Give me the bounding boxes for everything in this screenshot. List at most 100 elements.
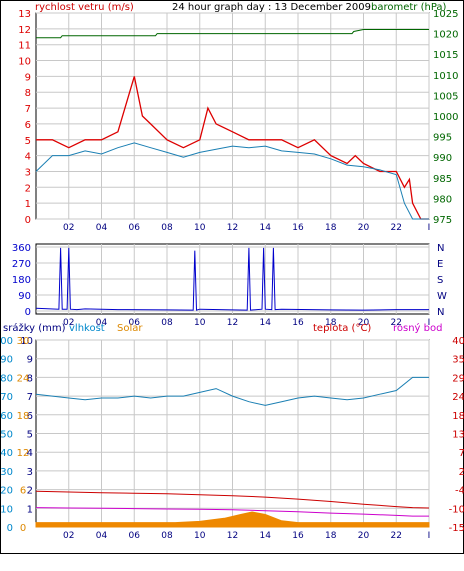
x-tick-label: 14 [260, 318, 272, 328]
y-tick-label: 0 [25, 215, 31, 226]
direction-label: W [437, 291, 447, 302]
y-tick-label: 18 [17, 411, 30, 422]
y-tick-label: 985 [433, 174, 452, 185]
y-tick-label: 2 [459, 467, 464, 478]
y-tick-label: 100 [1, 336, 13, 347]
x-tick-label: 16 [292, 318, 304, 328]
y-tick-label: 1015 [433, 50, 458, 61]
direction-label: S [437, 275, 443, 286]
y-tick-label: 9 [25, 72, 31, 83]
y-tick-label: 12 [17, 448, 30, 459]
y-tick-label: 13 [452, 430, 464, 441]
x-tick-label: 06 [129, 318, 141, 328]
x-tick-label: 22 [391, 223, 402, 233]
y-tick-label: 6 [20, 486, 26, 497]
y-tick-label: 7 [25, 104, 31, 115]
y-tick-label: 2 [25, 183, 31, 194]
y-tick-label: 1 [25, 199, 31, 210]
y-tick-label: 9 [27, 355, 33, 366]
y-tick-label: -10 [449, 504, 464, 515]
y-tick-label: 60 [1, 411, 13, 422]
y-tick-label: 995 [433, 133, 452, 144]
y-tick-label: 30 [17, 336, 30, 347]
wind-axis-title: rychlost vetru (m/s) [35, 2, 134, 13]
dewpoint-axis-title: rosný bod [393, 322, 442, 334]
series-vlhkost [35, 376, 429, 406]
y-tick-label: 7 [459, 448, 464, 459]
x-tick-label: 20 [358, 223, 370, 233]
series-rosný bod [35, 507, 429, 517]
y-tick-label: 3 [27, 467, 33, 478]
y-tick-label: 50 [1, 430, 13, 441]
x-tick-label: 02 [63, 318, 74, 328]
y-tick-label: 980 [433, 194, 452, 205]
x-tick-label: 08 [161, 531, 173, 541]
pressure-axis-title: barometr (hPa) [371, 2, 447, 13]
y-tick-label: 1025 [433, 9, 458, 20]
series-teplota [35, 490, 430, 509]
y-tick-label: 24 [17, 373, 30, 384]
x-tick-label: 16 [292, 531, 304, 541]
y-tick-label: 4 [27, 448, 33, 459]
x-tick-label: 02 [63, 531, 74, 541]
y-tick-label: 1010 [433, 71, 458, 82]
x-tick-label: 20 [358, 531, 370, 541]
x-tick-label: 20 [358, 318, 370, 328]
y-tick-label: 2 [27, 486, 33, 497]
direction-label: N [437, 243, 444, 254]
y-tick-label: 6 [25, 120, 31, 131]
y-tick-label: 20 [1, 486, 13, 497]
y-tick-label: 80 [1, 373, 13, 384]
x-tick-label: 08 [161, 318, 173, 328]
y-tick-label: 11 [18, 41, 31, 52]
x-tick-label: 12 [227, 318, 238, 328]
y-tick-label: 10 [18, 57, 31, 68]
y-tick-label: 3 [25, 167, 31, 178]
y-tick-label: 360 [12, 243, 31, 254]
y-tick-label: 10 [20, 336, 33, 347]
x-tick-label: I [428, 531, 431, 541]
y-tick-label: 0 [20, 523, 26, 534]
y-tick-label: 0 [7, 523, 13, 534]
x-tick-label: 06 [129, 223, 141, 233]
x-tick-label: 10 [194, 223, 206, 233]
x-tick-label: 12 [227, 223, 238, 233]
y-tick-label: 0 [25, 307, 31, 318]
x-tick-label: I [428, 223, 431, 233]
x-tick-label: 04 [96, 223, 108, 233]
y-tick-label: 180 [12, 275, 31, 286]
x-tick-label: 14 [260, 223, 272, 233]
y-tick-label: 30 [1, 467, 13, 478]
series-average [35, 142, 429, 220]
x-tick-label: I [428, 318, 431, 328]
y-tick-label: 70 [1, 392, 13, 403]
x-tick-label: 22 [391, 531, 402, 541]
y-tick-label: 40 [452, 336, 464, 347]
y-tick-label: 40 [1, 448, 13, 459]
y-tick-label: 270 [12, 259, 31, 270]
y-tick-label: 24 [452, 392, 464, 403]
direction-label: N [437, 307, 444, 318]
series-gust [36, 76, 429, 220]
y-tick-label: 975 [433, 215, 452, 226]
graph-title: 24 hour graph day : 13 December 2009 [172, 2, 371, 13]
y-tick-label: 8 [27, 373, 33, 384]
x-tick-label: 08 [161, 223, 173, 233]
y-tick-label: -4 [455, 486, 464, 497]
y-tick-label: 5 [27, 430, 33, 441]
precip-axis-title: srážky (mm) [3, 322, 66, 334]
x-tick-label: 18 [325, 318, 337, 328]
y-tick-label: 4 [25, 152, 31, 163]
chart-frame: 02 04 06 08 10 12 14 16 18 20 22 I 0 1 2 3 4 5 6 7 8 9 10 11 12 1… [0, 0, 464, 554]
y-tick-label: 8 [25, 88, 31, 99]
y-tick-label: 1005 [433, 91, 458, 102]
x-tick-label: 06 [129, 531, 141, 541]
x-tick-label: 18 [325, 531, 337, 541]
y-tick-label: 1 [27, 504, 33, 515]
y-tick-label: 990 [433, 153, 452, 164]
series-pressure [36, 29, 429, 39]
humidity-axis-title: vlhkost [69, 323, 105, 334]
humidity-temp-panel: 02 04 06 08 10 12 14 16 18 20 22 I12345678910010203… [0, 336, 464, 541]
x-tick-label: 18 [325, 223, 337, 233]
